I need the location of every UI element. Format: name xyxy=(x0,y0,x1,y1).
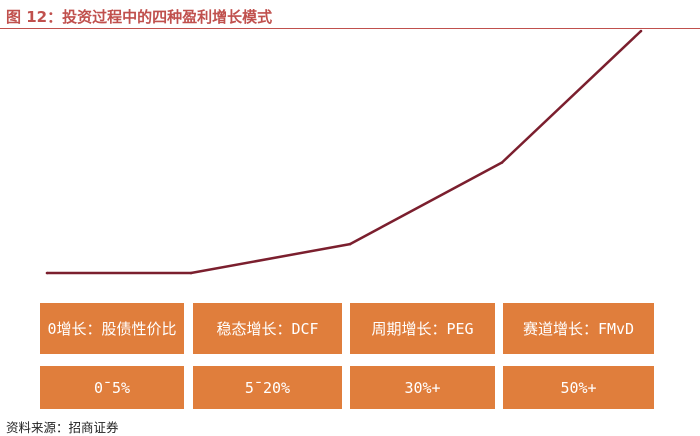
figure-title: 图 12：投资过程中的四种盈利增长模式 xyxy=(6,8,273,26)
growth-curve-point xyxy=(348,242,352,246)
growth-curve-point xyxy=(500,161,504,164)
source-note: 资料来源：招商证券 xyxy=(6,420,119,435)
mode-cell-cyclical-growth: 周期增长：PEG xyxy=(350,303,495,354)
mode-cell-steady-growth: 稳态增长：DCF xyxy=(193,303,342,354)
growth-curve-point xyxy=(639,29,643,33)
growth-curve-point xyxy=(45,271,49,275)
growth-curve-line xyxy=(47,30,642,275)
mode-cell-track-growth: 赛道增长：FMvD xyxy=(503,303,654,354)
rate-cell-zero-growth: 0¯5% xyxy=(40,366,184,409)
rate-cell-steady-growth: 5¯20% xyxy=(193,366,342,409)
growth-curve-point xyxy=(189,271,193,275)
title-divider xyxy=(0,28,700,29)
rate-cell-track-growth: 50%+ xyxy=(503,366,654,409)
growth-line-chart xyxy=(45,29,643,275)
mode-cell-zero-growth: 0增长：股债性价比 xyxy=(40,303,184,354)
rate-cell-cyclical-growth: 30%+ xyxy=(350,366,495,409)
